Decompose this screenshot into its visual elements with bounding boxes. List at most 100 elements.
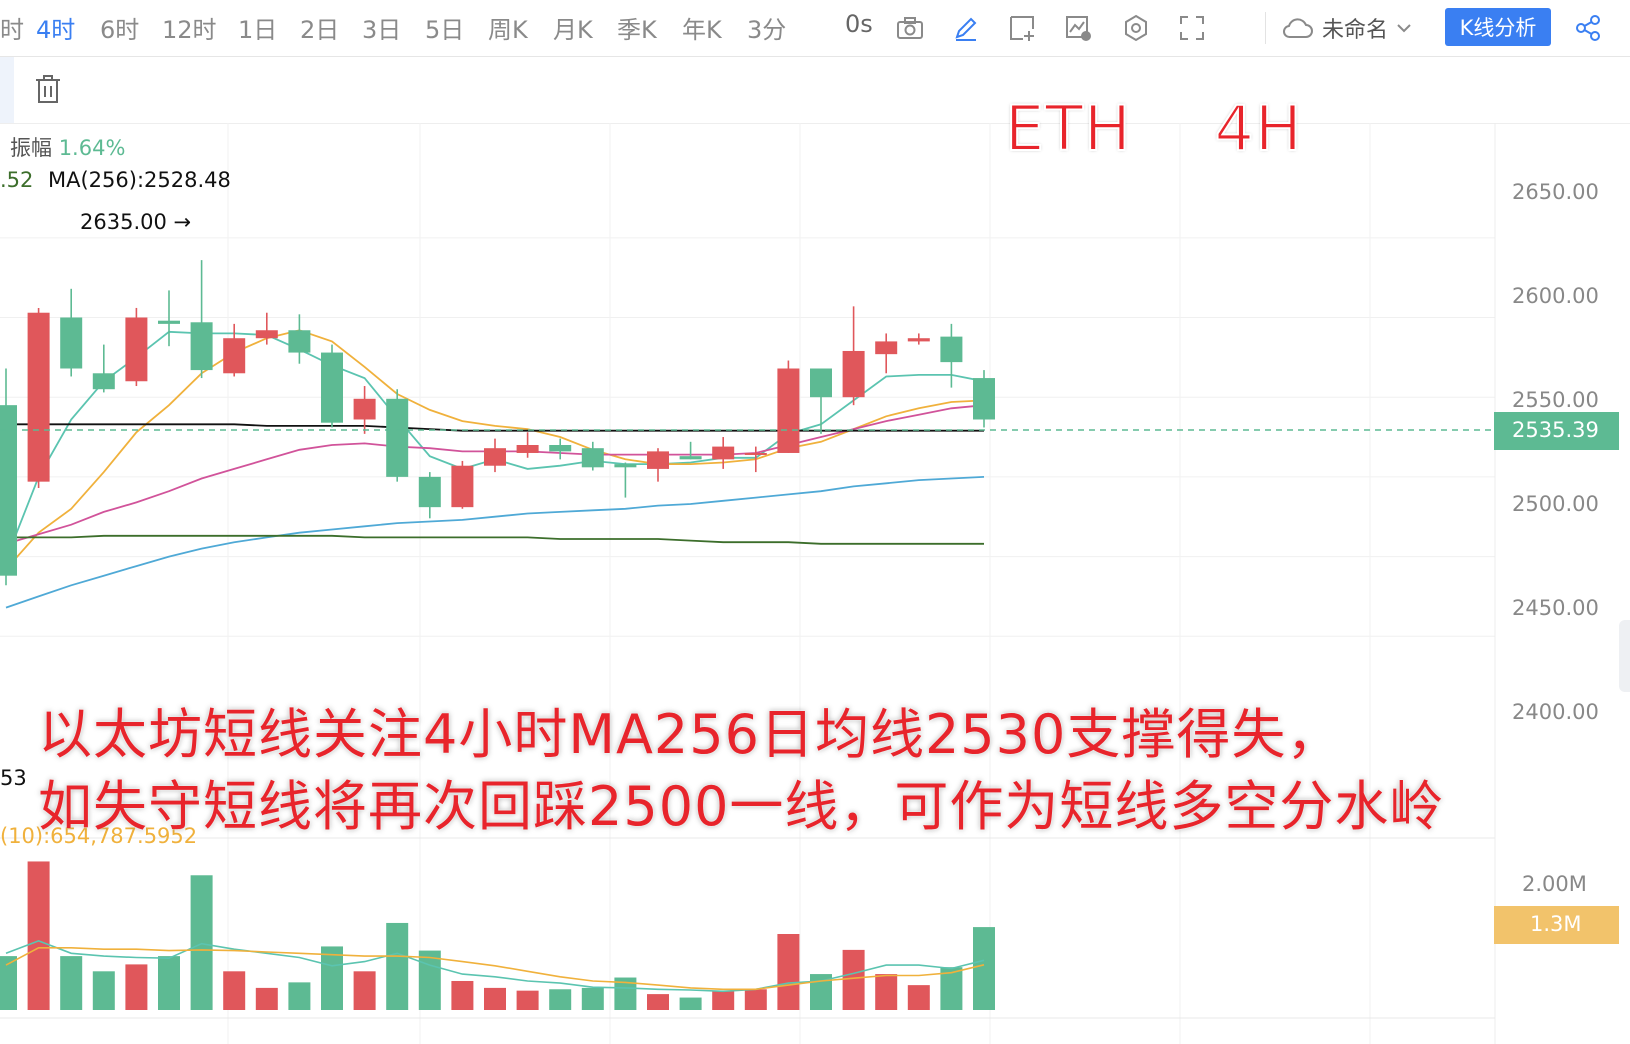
candle-body bbox=[255, 330, 278, 339]
timeframe-4h[interactable]: 4时 bbox=[36, 16, 76, 44]
candle[interactable] bbox=[647, 448, 669, 482]
volume-bar[interactable] bbox=[581, 987, 604, 1010]
candle-body bbox=[288, 330, 311, 353]
timeframe-month[interactable]: 月K bbox=[553, 16, 593, 44]
volume-bar[interactable] bbox=[451, 980, 474, 1010]
candle[interactable] bbox=[158, 290, 180, 347]
panel-collapse-handle[interactable] bbox=[1619, 620, 1630, 692]
candle[interactable] bbox=[744, 446, 767, 473]
candle[interactable] bbox=[418, 472, 441, 519]
candle-body bbox=[549, 445, 572, 452]
timeframe-3d[interactable]: 3日 bbox=[362, 16, 402, 44]
volume-bar[interactable] bbox=[223, 971, 246, 1010]
candle[interactable] bbox=[190, 260, 213, 379]
candle[interactable] bbox=[581, 441, 604, 471]
volume-bar[interactable] bbox=[0, 956, 17, 1010]
candle[interactable] bbox=[907, 333, 930, 345]
add-layout-icon[interactable] bbox=[1002, 8, 1042, 48]
candle[interactable] bbox=[27, 307, 50, 489]
volume-bar[interactable] bbox=[27, 861, 50, 1010]
candle[interactable] bbox=[712, 437, 735, 469]
candle[interactable] bbox=[549, 438, 572, 460]
volume-bar[interactable] bbox=[190, 875, 213, 1010]
volume-bar[interactable] bbox=[255, 987, 278, 1010]
timeframe-6h[interactable]: 6时 bbox=[100, 16, 140, 44]
volume-bar[interactable] bbox=[647, 994, 669, 1010]
volume-bar[interactable] bbox=[777, 934, 800, 1010]
candle[interactable] bbox=[777, 360, 800, 453]
volume-bar[interactable] bbox=[810, 974, 832, 1010]
candle[interactable] bbox=[842, 306, 865, 406]
volume-bar[interactable] bbox=[614, 977, 637, 1010]
volume-bar[interactable] bbox=[288, 982, 311, 1010]
volume-bar[interactable] bbox=[321, 946, 343, 1010]
timeframe-1h[interactable]: 时 bbox=[0, 16, 24, 44]
layout-selector[interactable]: 未命名 bbox=[1282, 10, 1412, 46]
volume-bar[interactable] bbox=[712, 990, 735, 1010]
volume-bar[interactable] bbox=[92, 971, 115, 1010]
candle[interactable] bbox=[940, 323, 963, 388]
candle[interactable] bbox=[321, 344, 343, 428]
candle[interactable] bbox=[255, 312, 278, 345]
pencil-icon[interactable] bbox=[946, 8, 986, 48]
candle-body bbox=[451, 465, 474, 508]
timeframe-week[interactable]: 周K bbox=[488, 16, 528, 44]
volume-bar[interactable] bbox=[907, 985, 930, 1010]
volume-bar[interactable] bbox=[125, 964, 148, 1010]
volume-bar[interactable] bbox=[842, 949, 865, 1010]
volume-bar[interactable] bbox=[516, 990, 539, 1010]
volume-ma10-legend: (10):654,787.5952 bbox=[0, 824, 198, 848]
timeframe-quarter[interactable]: 季K bbox=[617, 16, 657, 44]
indicator-icon[interactable] bbox=[1058, 8, 1098, 48]
volume-bar[interactable] bbox=[418, 950, 441, 1010]
candle[interactable] bbox=[516, 432, 539, 458]
timeframe-year[interactable]: 年K bbox=[682, 16, 722, 44]
candle-body bbox=[386, 398, 409, 477]
countdown-display[interactable]: 0s bbox=[845, 10, 873, 38]
candle[interactable] bbox=[0, 368, 17, 586]
volume-bar[interactable] bbox=[744, 989, 767, 1010]
candle[interactable] bbox=[353, 386, 376, 434]
timeframe-5d[interactable]: 5日 bbox=[425, 16, 465, 44]
timeframe-12h[interactable]: 12时 bbox=[162, 16, 217, 44]
candle[interactable] bbox=[484, 438, 506, 473]
candle[interactable] bbox=[614, 462, 637, 498]
volume-bar[interactable] bbox=[973, 927, 995, 1010]
settings-icon[interactable] bbox=[1116, 8, 1156, 48]
volume-bar[interactable] bbox=[353, 971, 376, 1010]
candle[interactable] bbox=[288, 314, 311, 364]
volume-bar[interactable] bbox=[940, 967, 963, 1010]
volume-bar[interactable] bbox=[679, 997, 702, 1010]
volume-bar[interactable] bbox=[386, 922, 409, 1010]
volume-bar[interactable] bbox=[484, 987, 506, 1010]
candle[interactable] bbox=[973, 370, 995, 428]
trash-icon[interactable] bbox=[28, 69, 68, 109]
candle[interactable] bbox=[386, 389, 409, 482]
volume-bar[interactable] bbox=[875, 974, 898, 1010]
candle[interactable] bbox=[92, 344, 115, 393]
candle[interactable] bbox=[125, 307, 148, 387]
candle-body bbox=[321, 352, 343, 423]
share-icon[interactable] bbox=[1568, 8, 1608, 48]
volume-bar[interactable] bbox=[549, 989, 572, 1010]
kline-analysis-button[interactable]: K线分析 bbox=[1445, 8, 1551, 46]
ma256-legend: MA(256):2528.48 bbox=[48, 168, 231, 192]
side-panel-tab[interactable] bbox=[0, 57, 14, 123]
candle[interactable] bbox=[223, 323, 246, 377]
fullscreen-icon[interactable] bbox=[1172, 8, 1212, 48]
volume-bar[interactable] bbox=[158, 956, 180, 1010]
toolbar-divider bbox=[1265, 12, 1266, 44]
candle[interactable] bbox=[875, 333, 898, 374]
candle-body bbox=[744, 452, 767, 455]
candle[interactable] bbox=[810, 368, 832, 434]
candle[interactable] bbox=[679, 441, 702, 460]
camera-icon[interactable] bbox=[890, 8, 930, 48]
timeframe-2d[interactable]: 2日 bbox=[300, 16, 340, 44]
candle[interactable] bbox=[451, 460, 474, 509]
volume-bar[interactable] bbox=[60, 956, 83, 1010]
timeframe-3m[interactable]: 3分 bbox=[747, 16, 787, 44]
timeframe-1d[interactable]: 1日 bbox=[238, 16, 278, 44]
volume-fragment: 53 bbox=[0, 766, 27, 790]
candle[interactable] bbox=[60, 288, 83, 377]
